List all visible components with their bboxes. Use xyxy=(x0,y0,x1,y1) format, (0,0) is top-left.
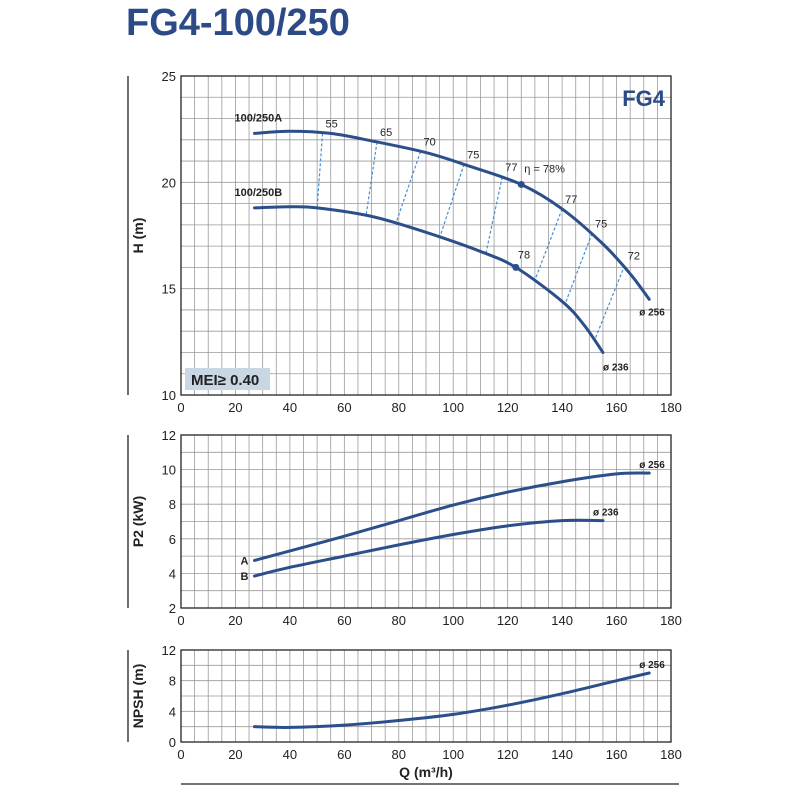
x-tick-label: 120 xyxy=(497,613,519,628)
x-tick-label: 140 xyxy=(551,747,573,762)
efficiency-label: 70 xyxy=(424,136,436,148)
x-tick-label: 80 xyxy=(392,613,406,628)
plot-frame xyxy=(180,75,672,396)
efficiency-line xyxy=(365,141,378,216)
y-tick-label: 20 xyxy=(162,175,176,190)
x-tick-label: 100 xyxy=(442,400,464,415)
efficiency-label: 55 xyxy=(326,118,338,130)
x-tick-label: 80 xyxy=(392,747,406,762)
y-tick-label: 12 xyxy=(162,428,176,443)
best-efficiency-point xyxy=(512,263,520,271)
best-efficiency-point xyxy=(517,180,525,188)
efficiency-line xyxy=(485,176,503,254)
y-axis-label: P2 (kW) xyxy=(130,496,146,547)
series-badge: FG4 xyxy=(622,86,666,111)
efficiency-line xyxy=(439,164,465,238)
best-efficiency-label: η = 78% xyxy=(524,163,565,175)
x-tick-label: 60 xyxy=(337,400,351,415)
x-axis-label: Q (m³/h) xyxy=(399,764,453,780)
plot-frame xyxy=(180,649,672,743)
x-tick-label: 20 xyxy=(228,747,242,762)
efficiency-line xyxy=(564,233,593,305)
x-tick-label: 160 xyxy=(606,400,628,415)
y-tick-label: 15 xyxy=(162,282,176,297)
end-label: ø 236 xyxy=(603,362,629,373)
series-line xyxy=(253,471,651,562)
efficiency-line xyxy=(395,151,422,223)
efficiency-label: 77 xyxy=(565,194,577,206)
mei-badge-bg xyxy=(185,368,270,390)
series-label: B xyxy=(241,571,249,583)
x-tick-label: 140 xyxy=(551,400,573,415)
efficiency-label: 75 xyxy=(467,149,479,161)
y-tick-label: 0 xyxy=(169,735,176,750)
end-label: ø 236 xyxy=(593,508,619,519)
x-tick-label: 0 xyxy=(177,747,184,762)
x-tick-label: 40 xyxy=(283,613,297,628)
chart-title: FG4-100/250 xyxy=(126,2,350,44)
x-tick-label: 0 xyxy=(177,400,184,415)
efficiency-line xyxy=(534,208,563,281)
efficiency-label: 65 xyxy=(380,127,392,139)
x-tick-label: 20 xyxy=(228,400,242,415)
series-label: 100/250A xyxy=(235,112,283,124)
best-efficiency-label: 78 xyxy=(518,249,530,261)
x-tick-label: 80 xyxy=(392,400,406,415)
y-tick-label: 10 xyxy=(162,463,176,478)
x-tick-label: 60 xyxy=(337,613,351,628)
y-axis-label: NPSH (m) xyxy=(130,664,146,729)
y-tick-label: 4 xyxy=(169,704,176,719)
y-tick-label: 12 xyxy=(162,643,176,658)
x-tick-label: 180 xyxy=(660,747,682,762)
y-tick-label: 8 xyxy=(169,674,176,689)
x-tick-label: 60 xyxy=(337,747,351,762)
efficiency-label: 77 xyxy=(505,162,517,174)
x-tick-label: 100 xyxy=(442,747,464,762)
x-tick-label: 160 xyxy=(606,747,628,762)
series-label: A xyxy=(241,555,249,567)
x-tick-label: 0 xyxy=(177,613,184,628)
y-axis-label: H (m) xyxy=(130,218,146,254)
y-tick-label: 4 xyxy=(169,566,176,581)
x-tick-label: 120 xyxy=(497,747,519,762)
efficiency-label: 75 xyxy=(595,218,607,230)
y-tick-label: 25 xyxy=(162,69,176,84)
y-tick-label: 10 xyxy=(162,388,176,403)
efficiency-label: 72 xyxy=(628,250,640,262)
series-label: 100/250B xyxy=(235,187,283,199)
x-tick-label: 40 xyxy=(283,747,297,762)
series-line xyxy=(253,129,651,301)
mei-badge: MEI≥ 0.40 xyxy=(191,372,259,389)
series-line xyxy=(253,518,605,578)
plot-frame xyxy=(180,434,672,609)
y-tick-label: 2 xyxy=(169,601,176,616)
y-tick-label: 6 xyxy=(169,532,176,547)
end-label: ø 256 xyxy=(639,660,665,671)
x-tick-label: 120 xyxy=(497,400,519,415)
series-line xyxy=(253,205,605,354)
x-tick-label: 140 xyxy=(551,613,573,628)
efficiency-line xyxy=(316,133,324,208)
end-label: ø 256 xyxy=(639,460,665,471)
series-line xyxy=(253,671,651,729)
x-tick-label: 100 xyxy=(442,613,464,628)
x-tick-label: 20 xyxy=(228,613,242,628)
x-tick-label: 180 xyxy=(660,400,682,415)
x-tick-label: 160 xyxy=(606,613,628,628)
end-label: ø 256 xyxy=(639,307,665,318)
y-tick-label: 8 xyxy=(169,497,176,512)
x-tick-label: 180 xyxy=(660,613,682,628)
x-tick-label: 40 xyxy=(283,400,297,415)
efficiency-line xyxy=(594,265,626,340)
